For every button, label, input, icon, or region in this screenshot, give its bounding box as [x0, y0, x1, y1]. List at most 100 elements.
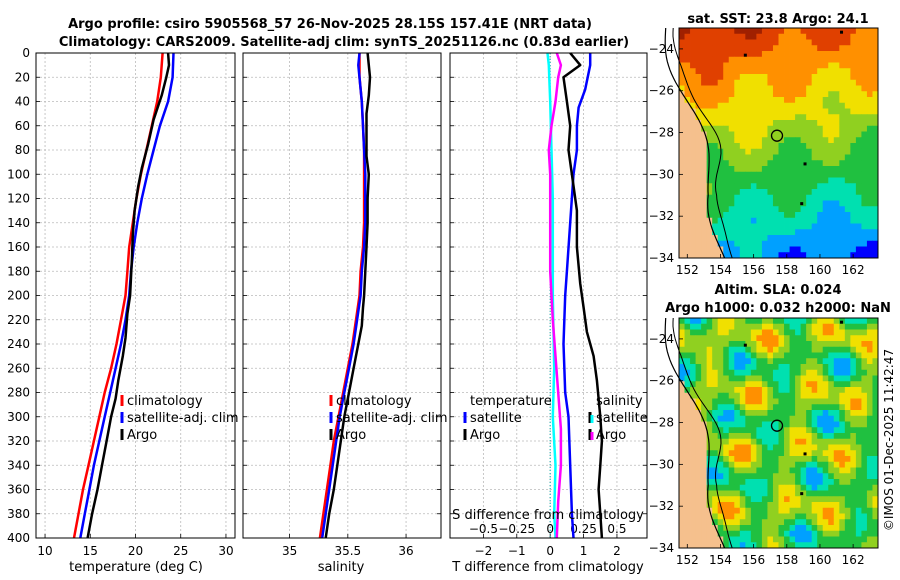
map-cell	[690, 183, 696, 190]
map-cell	[745, 252, 752, 259]
map-cell	[800, 438, 807, 445]
map-cell	[679, 51, 685, 58]
map-cell	[712, 496, 719, 503]
map-cell	[866, 513, 873, 520]
map-cell	[800, 183, 807, 190]
map-cell	[795, 461, 802, 468]
map-cell	[728, 530, 735, 537]
map-cell	[739, 114, 746, 121]
map-cell	[756, 398, 763, 405]
map-cell	[750, 496, 757, 503]
map-cell	[855, 85, 862, 92]
map-cell	[861, 217, 868, 224]
map-cell	[817, 450, 824, 457]
map-cell	[822, 154, 829, 161]
map-cell	[855, 79, 862, 86]
map-cell	[806, 513, 813, 520]
map-cell	[717, 166, 724, 173]
map-cell	[734, 177, 741, 184]
map-cell	[734, 102, 741, 109]
map-cell	[861, 427, 868, 434]
x-tick-label: 35	[282, 544, 297, 558]
map-cell	[767, 160, 774, 167]
map-cell	[717, 235, 724, 242]
map-cell	[712, 507, 719, 514]
map-cell	[712, 375, 719, 382]
map-cell	[701, 177, 708, 184]
map-cell	[839, 189, 846, 196]
map-cell	[778, 542, 785, 549]
map-cell	[866, 496, 873, 503]
map-cell	[784, 102, 790, 109]
map-cell	[690, 421, 696, 428]
map-cell	[850, 415, 857, 422]
map-cell	[778, 513, 785, 520]
map-cell	[861, 56, 868, 63]
map-cell	[750, 240, 757, 247]
map-cell	[717, 137, 724, 144]
map-cell	[772, 51, 779, 58]
map-cell	[684, 62, 691, 69]
map-cell	[806, 114, 813, 121]
map-cell	[872, 45, 879, 52]
map-cell	[756, 68, 763, 75]
map-cell	[739, 421, 746, 428]
map-cell	[839, 450, 846, 457]
map-cell	[734, 392, 741, 399]
map-cell	[695, 467, 702, 474]
map-cell	[811, 341, 818, 348]
map-cell	[767, 341, 774, 348]
map-cell	[795, 507, 802, 514]
map-cell	[728, 229, 735, 236]
map-cell	[833, 102, 840, 109]
map-cell	[795, 85, 802, 92]
map-cell	[750, 120, 757, 127]
map-cell	[706, 525, 713, 532]
y-tick-label: 360	[7, 483, 30, 497]
map-cell	[833, 381, 840, 388]
map-cell	[750, 369, 757, 376]
map-cell	[767, 62, 774, 69]
map-cell	[828, 387, 835, 394]
map-cell	[839, 33, 846, 40]
map-cell	[767, 45, 774, 52]
map-cell	[800, 433, 807, 440]
map-cell	[800, 143, 807, 150]
map-cell	[778, 329, 785, 336]
map-cell	[844, 450, 851, 457]
map-cell	[861, 79, 868, 86]
map-cell	[833, 415, 840, 422]
map-cell	[817, 189, 824, 196]
map-cell	[679, 473, 685, 480]
map-cell	[784, 28, 790, 35]
map-x-tick-label: 152	[676, 263, 699, 277]
map-cell	[817, 120, 824, 127]
y-tick-label: 280	[7, 386, 30, 400]
map-cell	[778, 352, 785, 359]
map-cell	[690, 369, 696, 376]
map-cell	[800, 392, 807, 399]
map-cell	[828, 456, 835, 463]
map-cell	[833, 496, 840, 503]
map-cell	[872, 484, 879, 491]
map-cell	[723, 461, 730, 468]
map-cell	[701, 131, 708, 138]
map-cell	[684, 479, 691, 486]
map-cell	[712, 381, 719, 388]
map-cell	[844, 461, 851, 468]
map-cell	[789, 160, 796, 167]
map-x-tick-label: 160	[809, 553, 832, 567]
map-cell	[723, 542, 730, 549]
map-cell	[723, 212, 730, 219]
map-cell	[795, 530, 802, 537]
map-cell	[833, 56, 840, 63]
map-cell	[778, 490, 785, 497]
map-cell	[712, 137, 719, 144]
map-cell	[717, 318, 724, 325]
map-cell	[839, 235, 846, 242]
map-cell	[822, 369, 829, 376]
map-cell	[739, 398, 746, 405]
map-cell	[690, 120, 696, 127]
map-cell	[866, 154, 873, 161]
map-cell	[761, 484, 768, 491]
